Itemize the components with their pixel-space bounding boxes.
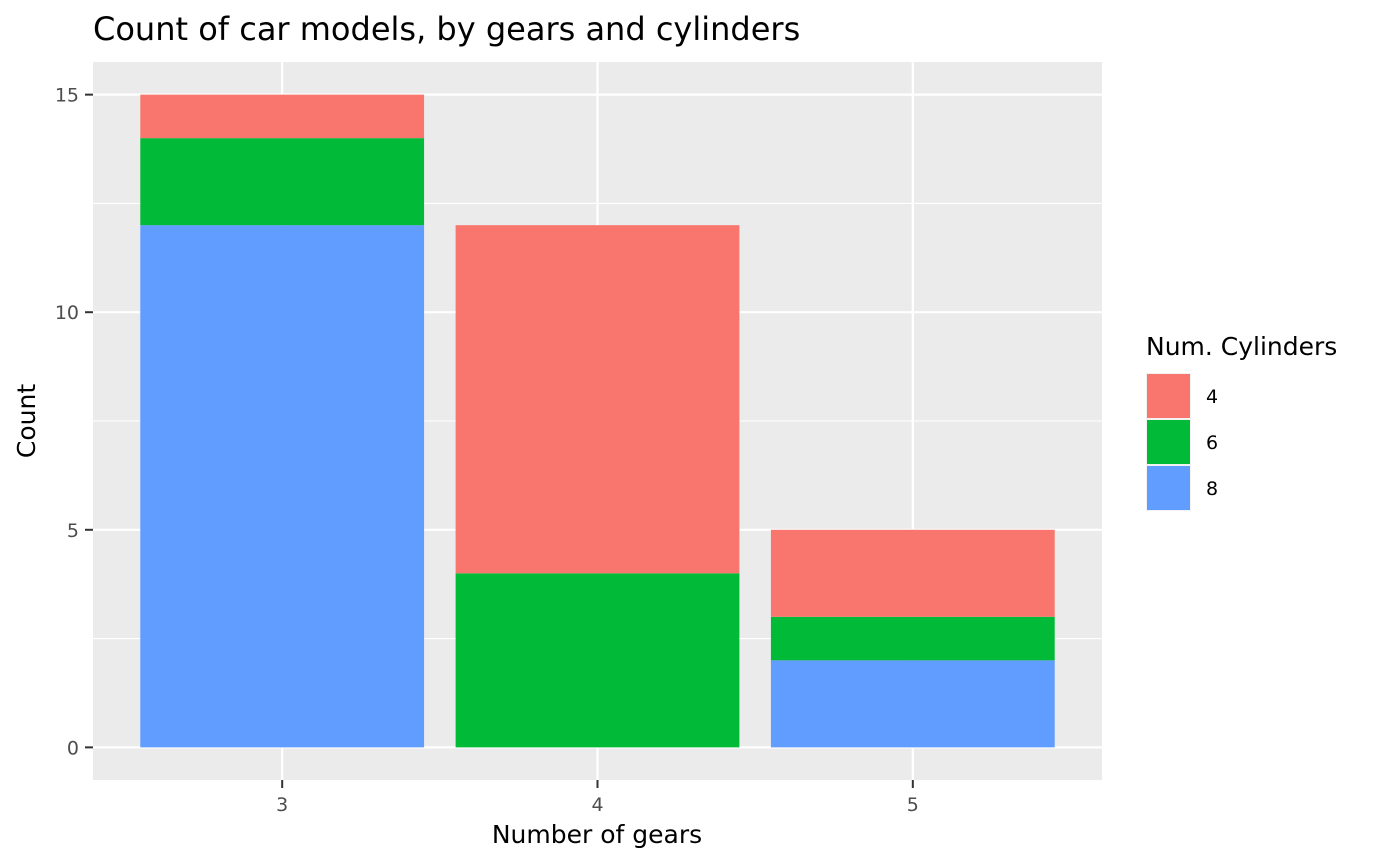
bar-segment — [140, 138, 425, 226]
legend-label: 6 — [1206, 432, 1218, 454]
legend-key-swatch — [1147, 466, 1190, 510]
bar-segment — [140, 94, 425, 139]
y-tick-label: 0 — [67, 737, 79, 759]
bar-segment — [770, 529, 1055, 617]
legend-key-swatch — [1147, 420, 1190, 464]
bar-segment — [770, 616, 1055, 661]
legend-label: 4 — [1206, 386, 1218, 408]
legend: Num. Cylinders 4 6 8 — [1146, 332, 1337, 511]
legend-label: 8 — [1206, 478, 1218, 500]
y-tick-label: 15 — [55, 85, 79, 107]
bars — [140, 94, 1055, 748]
y-axis-title: Count — [12, 384, 41, 458]
axes: 0 5 10 15 3 4 5 — [55, 85, 919, 816]
y-tick-label: 10 — [55, 302, 79, 324]
x-tick-label: 5 — [907, 794, 919, 816]
bar-segment — [455, 225, 740, 574]
chart-title: Count of car models, by gears and cylind… — [93, 10, 800, 48]
bar-segment — [770, 660, 1055, 748]
bar-segment — [455, 573, 740, 748]
x-axis-title: Number of gears — [492, 820, 702, 849]
y-tick-label: 5 — [67, 520, 79, 542]
bar-segment — [140, 225, 425, 748]
x-tick-label: 3 — [276, 794, 288, 816]
x-tick-label: 4 — [591, 794, 603, 816]
legend-title: Num. Cylinders — [1146, 332, 1337, 361]
legend-key-swatch — [1147, 374, 1190, 418]
